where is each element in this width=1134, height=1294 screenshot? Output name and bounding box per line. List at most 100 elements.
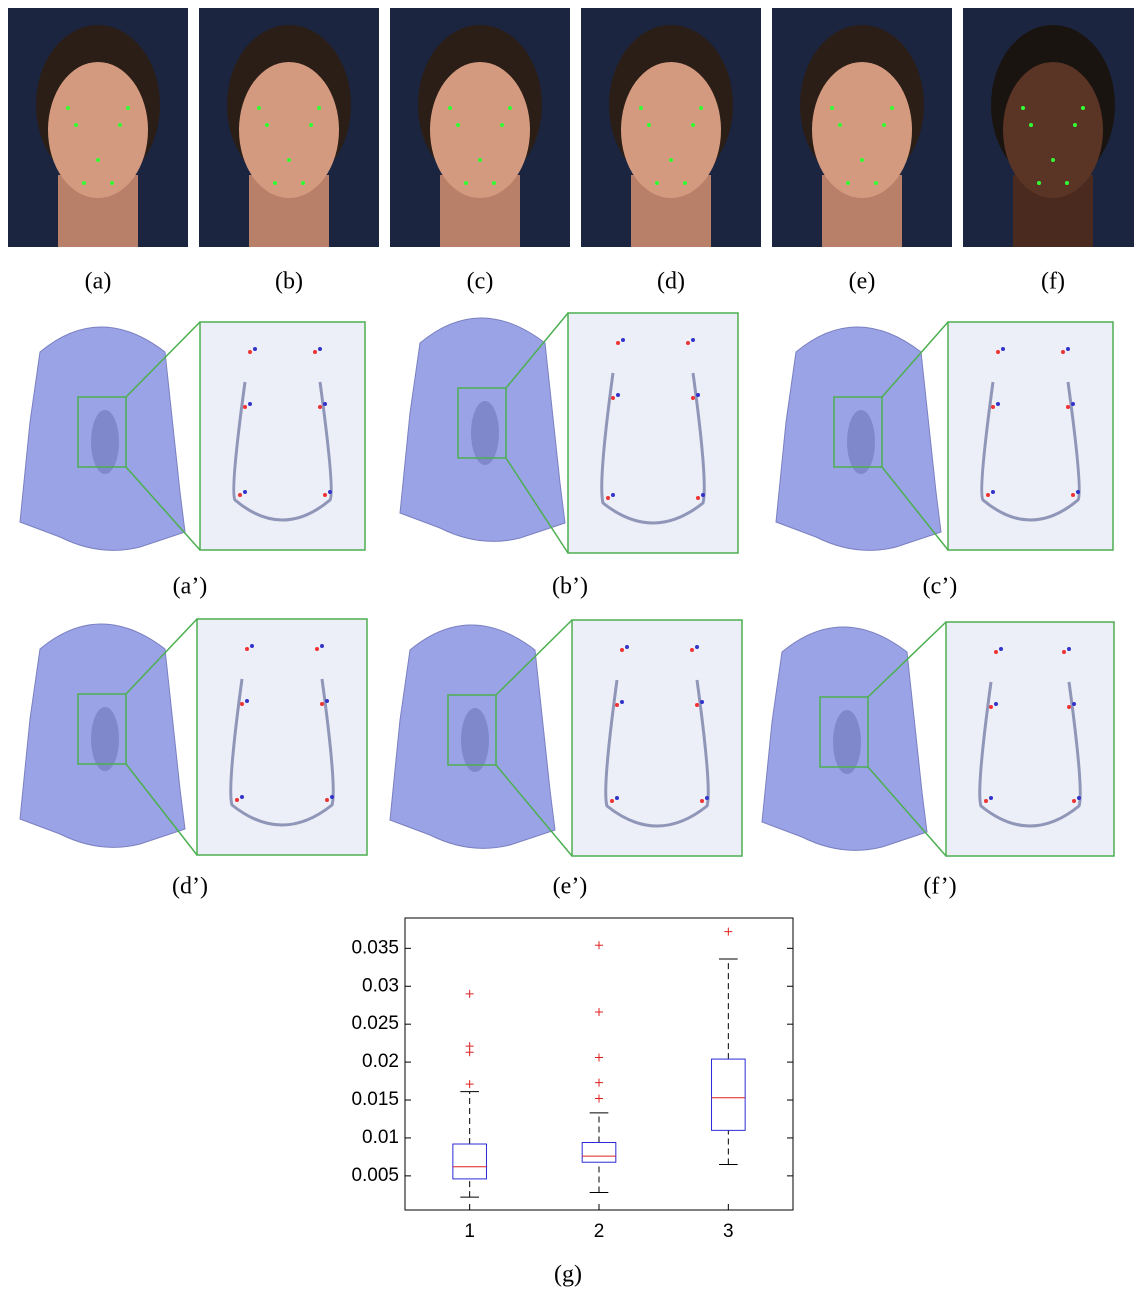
face <box>812 62 912 198</box>
plot-area <box>405 918 793 1210</box>
face <box>48 62 148 198</box>
caption: (c’) <box>923 574 958 600</box>
zoom-panel <box>197 619 367 855</box>
landmark <box>240 795 244 799</box>
landmark <box>700 700 704 704</box>
landmark <box>691 338 695 342</box>
landmark <box>508 106 512 110</box>
landmark <box>991 405 995 409</box>
x-tick-label: 2 <box>594 1221 605 1242</box>
landmark <box>989 705 993 709</box>
caption: (g) <box>554 1262 582 1288</box>
landmark <box>620 700 624 704</box>
landmark <box>245 699 249 703</box>
landmark <box>328 490 332 494</box>
landmark <box>1072 799 1076 803</box>
landmark <box>639 106 643 110</box>
landmark <box>110 181 114 185</box>
caption: (a’) <box>173 574 208 600</box>
landmark <box>1051 158 1055 162</box>
landmark <box>696 496 700 500</box>
landmark <box>317 106 321 110</box>
landmark <box>890 106 894 110</box>
landmark <box>690 648 694 652</box>
landmark <box>1029 123 1033 127</box>
landmark <box>986 493 990 497</box>
landmark <box>492 181 496 185</box>
landmark <box>238 493 242 497</box>
landmark <box>683 181 687 185</box>
landmark <box>464 181 468 185</box>
landmark <box>66 106 70 110</box>
landmark <box>1077 796 1081 800</box>
landmark <box>273 181 277 185</box>
zoom-panel <box>572 620 742 856</box>
caption: (b) <box>275 269 303 295</box>
mesh-nose <box>847 410 875 474</box>
landmark <box>1065 181 1069 185</box>
landmark <box>984 799 988 803</box>
caption: (f) <box>1041 269 1065 295</box>
caption: (f’) <box>923 874 956 900</box>
landmark <box>1081 106 1085 110</box>
mesh-nose <box>91 707 119 771</box>
landmark <box>250 644 254 648</box>
landmark <box>1037 181 1041 185</box>
y-tick-label: 0.035 <box>351 937 399 958</box>
face <box>621 62 721 198</box>
landmark <box>456 123 460 127</box>
landmark <box>696 393 700 397</box>
landmark <box>1072 702 1076 706</box>
landmark <box>287 158 291 162</box>
figure: (g) (a)(b)(c)(d)(e)(f)(a’)(b’)(c’)(d’)(e… <box>0 0 1134 1294</box>
landmark <box>1067 647 1071 651</box>
landmark <box>320 644 324 648</box>
landmark <box>318 405 322 409</box>
landmark <box>700 799 704 803</box>
zoom-panel <box>568 313 738 553</box>
landmark <box>1061 350 1065 354</box>
zoom-panel <box>946 622 1114 856</box>
landmark <box>1066 347 1070 351</box>
face <box>430 62 530 198</box>
landmark <box>621 338 625 342</box>
y-tick-label: 0.02 <box>362 1051 399 1072</box>
landmark <box>615 703 619 707</box>
landmark <box>610 799 614 803</box>
landmark <box>245 647 249 651</box>
y-tick-label: 0.005 <box>351 1165 399 1186</box>
caption: (d’) <box>172 874 208 900</box>
landmark <box>323 402 327 406</box>
landmark <box>313 350 317 354</box>
landmark <box>500 123 504 127</box>
x-tick-label: 1 <box>464 1221 475 1242</box>
landmark <box>996 402 1000 406</box>
landmark <box>699 106 703 110</box>
caption: (e’) <box>553 874 588 900</box>
landmark <box>874 181 878 185</box>
landmark <box>253 347 257 351</box>
landmark <box>611 396 615 400</box>
zoom-panel <box>948 322 1113 550</box>
landmark <box>616 341 620 345</box>
landmark <box>96 158 100 162</box>
landmark <box>1071 402 1075 406</box>
landmark <box>330 795 334 799</box>
landmark <box>323 493 327 497</box>
landmark <box>860 158 864 162</box>
landmark <box>265 123 269 127</box>
landmark <box>325 699 329 703</box>
landmark <box>257 106 261 110</box>
landmark <box>625 645 629 649</box>
landmark <box>838 123 842 127</box>
landmark <box>999 647 1003 651</box>
landmark <box>691 123 695 127</box>
caption: (e) <box>849 269 876 295</box>
landmark <box>611 493 615 497</box>
landmark <box>243 490 247 494</box>
landmark <box>318 347 322 351</box>
landmark <box>315 647 319 651</box>
caption: (a) <box>85 269 112 295</box>
landmark <box>830 106 834 110</box>
landmark <box>325 798 329 802</box>
